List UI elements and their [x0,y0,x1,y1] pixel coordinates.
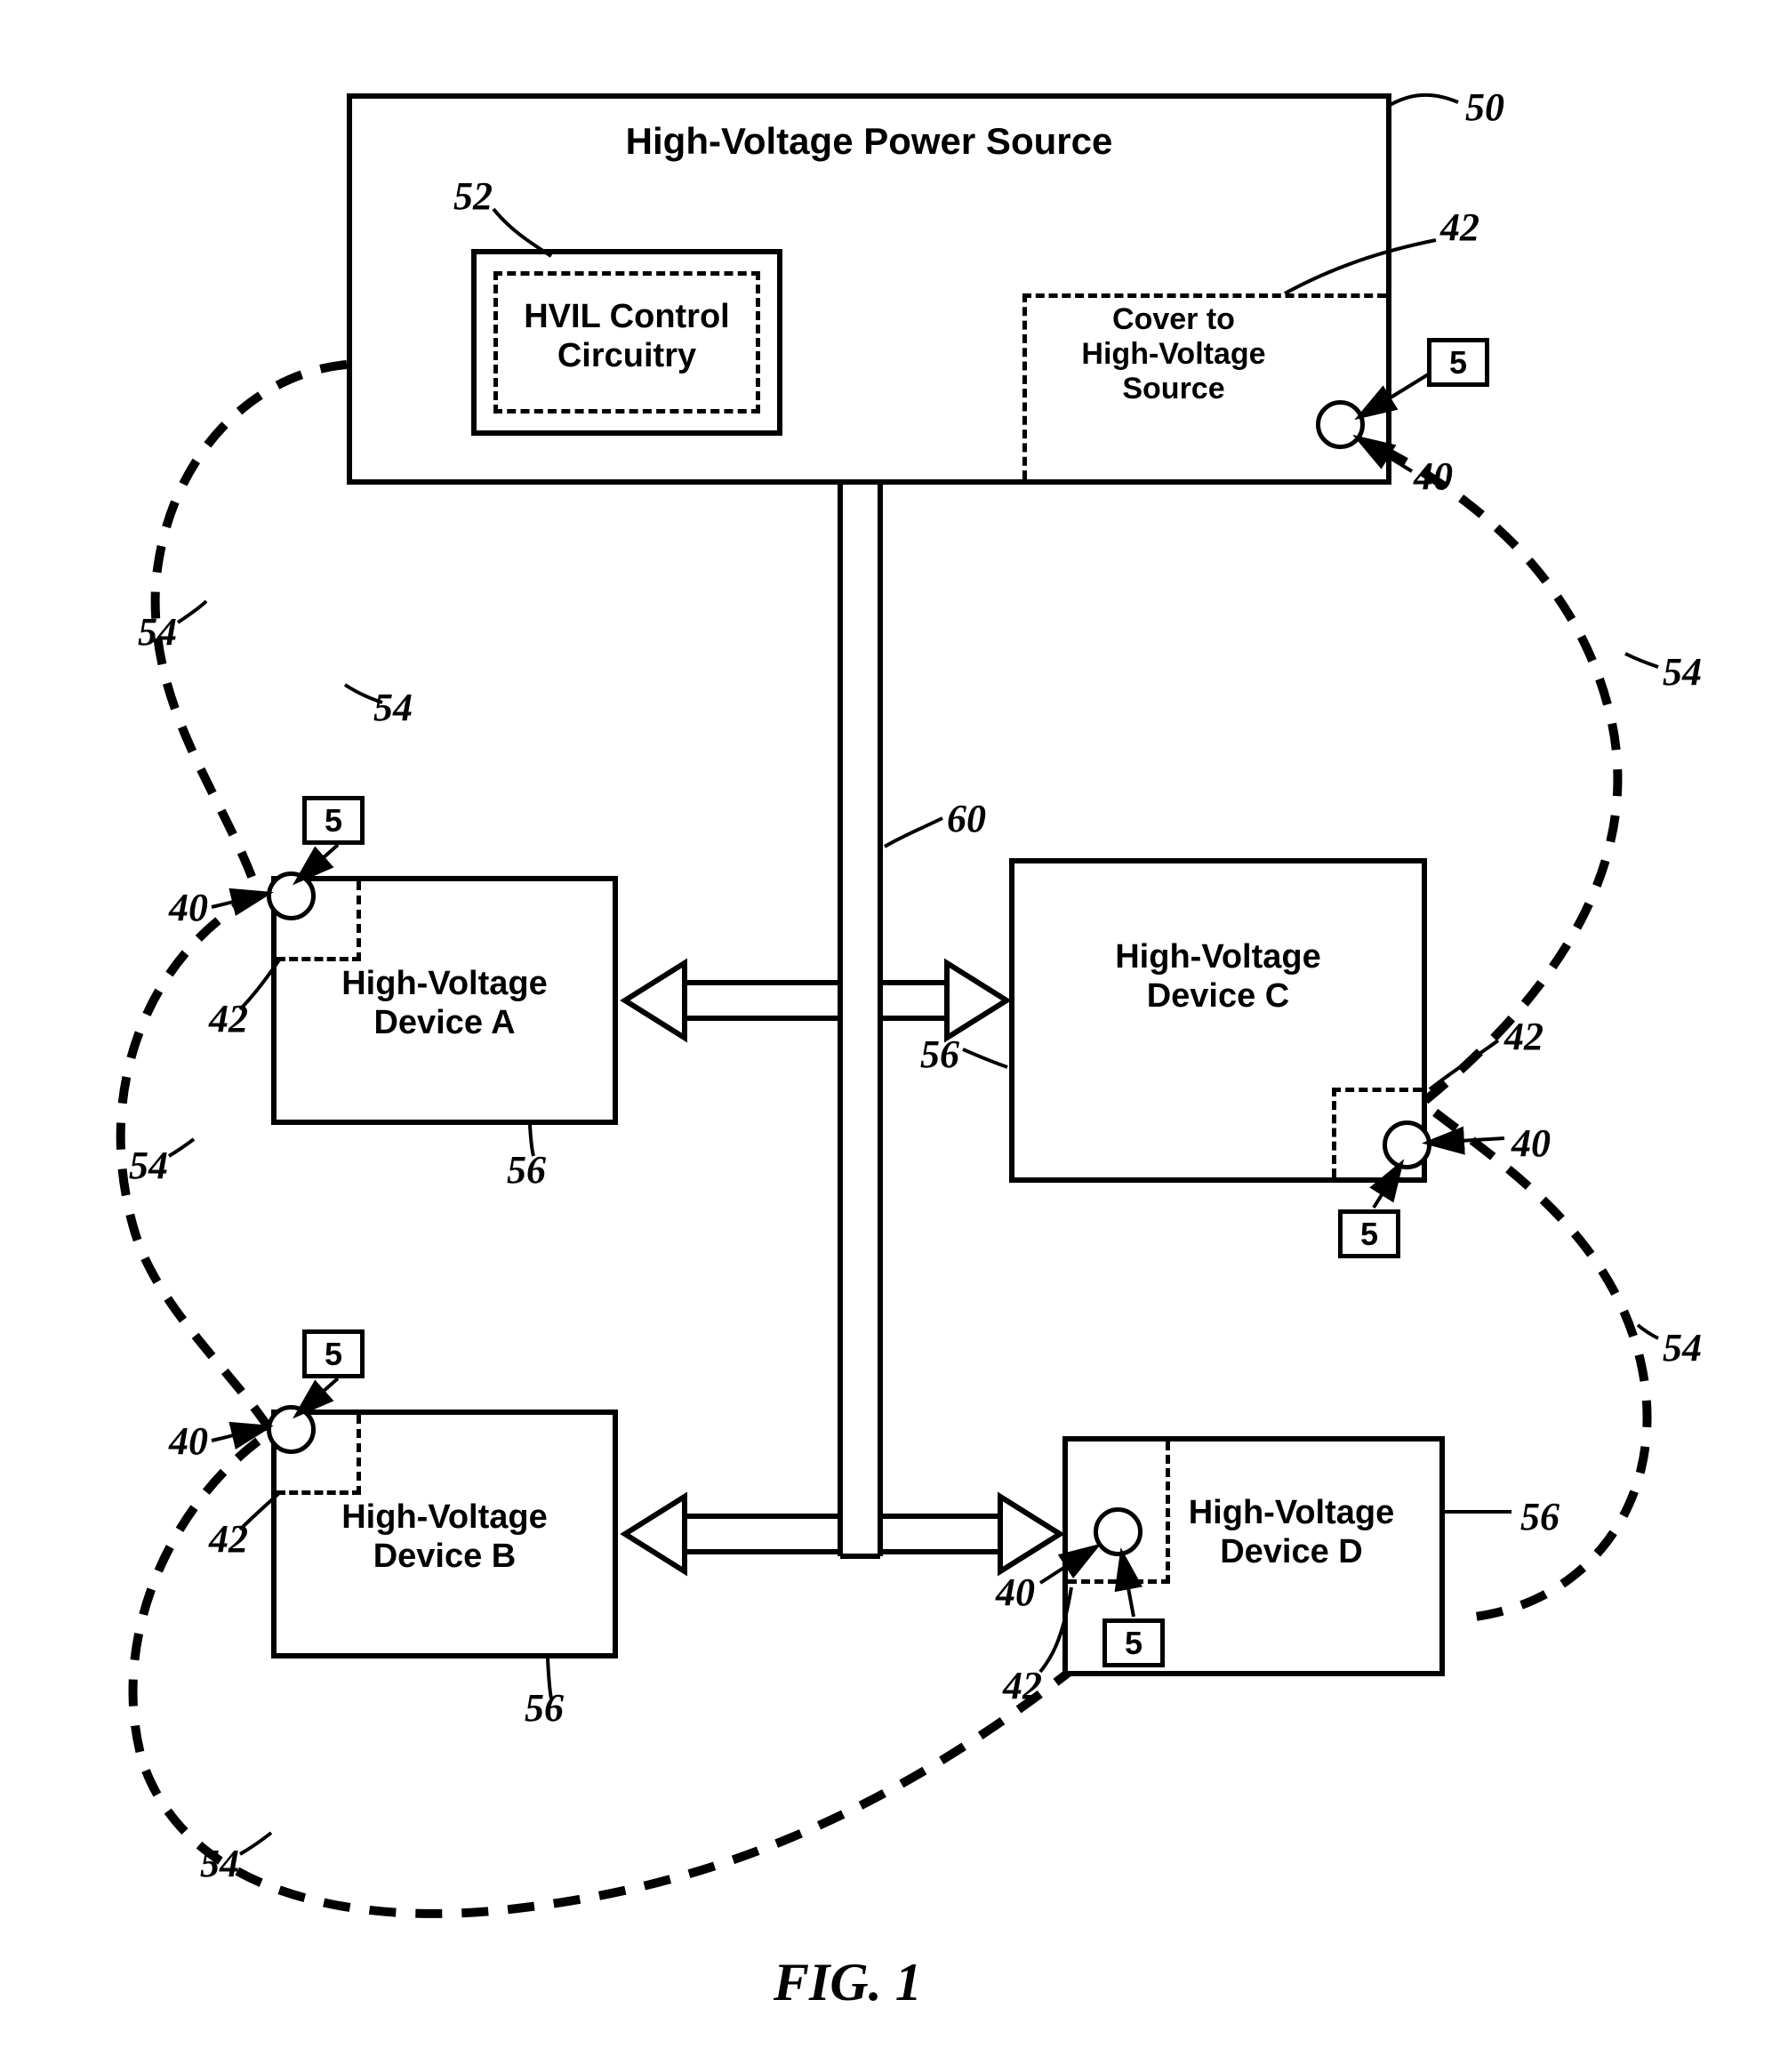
ref-a-40: 40 [169,885,208,930]
figure-label: FIG. 1 [774,1952,922,2013]
ref-c-56: 56 [920,1032,959,1077]
ref-54-b: 54 [373,685,413,730]
diagram-canvas: High-Voltage Power Source HVIL Control C… [0,0,1788,2072]
ref-c-42: 42 [1504,1014,1543,1059]
ref-d-56: 56 [1520,1494,1559,1539]
ref-b-56: 56 [525,1685,564,1731]
ref-54-c: 54 [129,1143,168,1188]
ref-50: 50 [1465,84,1504,130]
ref-54-d: 54 [200,1841,239,1886]
ref-cover-42: 42 [1440,205,1479,250]
ref-a-56: 56 [507,1147,546,1193]
ref-54-e: 54 [1663,649,1702,695]
ref-54-f: 54 [1663,1325,1702,1370]
ref-b-40: 40 [169,1418,208,1464]
ref-c-40: 40 [1511,1120,1551,1166]
ref-60: 60 [947,796,986,841]
ref-54-a: 54 [138,609,177,655]
ref-52: 52 [453,173,493,219]
ref-cover-40: 40 [1414,454,1453,499]
ref-b-42: 42 [209,1516,248,1562]
ref-a-42: 42 [209,996,248,1041]
ref-d-40: 40 [996,1570,1035,1615]
ref-d-42: 42 [1003,1663,1042,1708]
